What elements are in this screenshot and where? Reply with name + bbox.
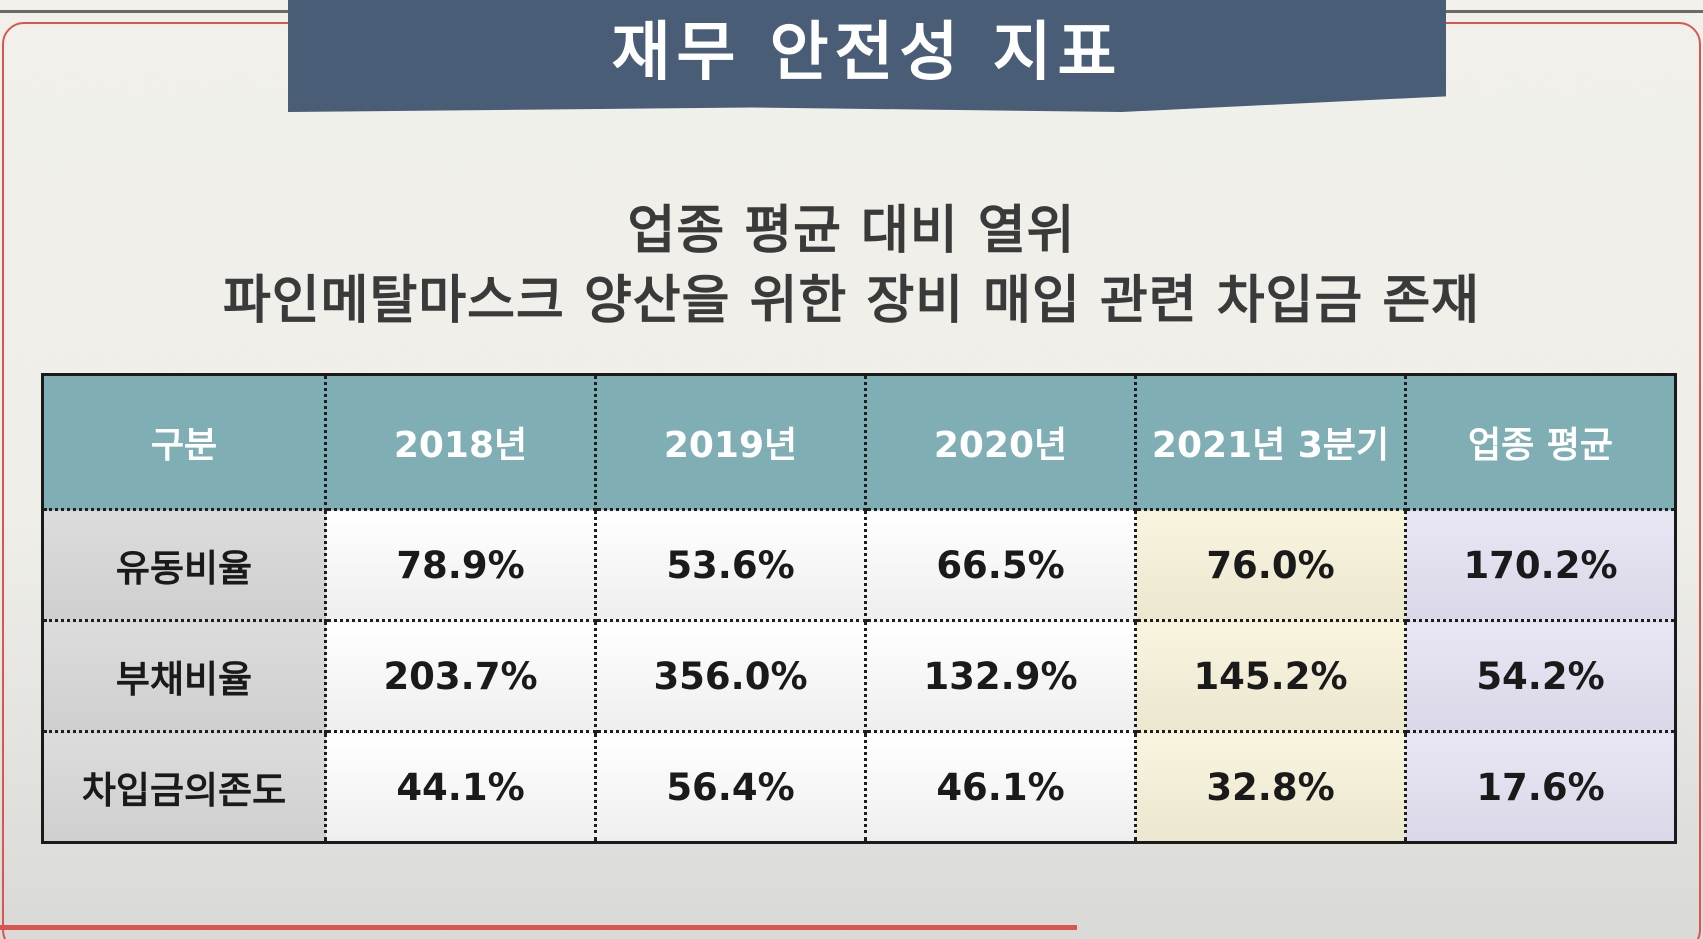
table-cell: 356.0%: [594, 619, 867, 733]
table-cell: 46.1%: [864, 730, 1137, 844]
subtitle-line-1: 업종 평균 대비 열위: [627, 201, 1076, 261]
table-cell-average: 170.2%: [1404, 508, 1677, 622]
table-cell-average: 54.2%: [1404, 619, 1677, 733]
header-2018: 2018년: [324, 373, 597, 511]
table-cell: 56.4%: [594, 730, 867, 844]
table-cell-q3: 32.8%: [1134, 730, 1407, 844]
table-cell: 53.6%: [594, 508, 867, 622]
table-cell: 44.1%: [324, 730, 597, 844]
page-title: 재무 안전성 지표: [611, 16, 1123, 90]
row-label: 부채비율: [41, 619, 327, 733]
subtitle-line-2: 파인메탈마스크 양산을 위한 장비 매입 관련 차입금 존재: [222, 271, 1481, 331]
row-label: 차입금의존도: [41, 730, 327, 844]
table-header-row: 구분 2018년 2019년 2020년 2021년 3분기 업종 평균: [41, 373, 1677, 511]
table-cell: 78.9%: [324, 508, 597, 622]
table-row-borrowing-dependency: 차입금의존도 44.1% 56.4% 46.1% 32.8% 17.6%: [41, 730, 1677, 844]
table-cell: 132.9%: [864, 619, 1137, 733]
table-cell-q3: 76.0%: [1134, 508, 1407, 622]
table-cell-q3: 145.2%: [1134, 619, 1407, 733]
table-cell-average: 17.6%: [1404, 730, 1677, 844]
header-2019: 2019년: [594, 373, 867, 511]
table-row-debt-ratio: 부채비율 203.7% 356.0% 132.9% 145.2% 54.2%: [41, 619, 1677, 733]
header-2021-q3: 2021년 3분기: [1134, 373, 1407, 511]
header-2020: 2020년: [864, 373, 1137, 511]
row-label: 유동비율: [41, 508, 327, 622]
table-cell: 66.5%: [864, 508, 1137, 622]
progress-bar: [0, 925, 1077, 930]
header-category: 구분: [41, 373, 327, 511]
table-row-current-ratio: 유동비율 78.9% 53.6% 66.5% 76.0% 170.2%: [41, 508, 1677, 622]
financial-stability-table: 구분 2018년 2019년 2020년 2021년 3분기 업종 평균 유동비…: [41, 373, 1677, 844]
header-industry-average: 업종 평균: [1404, 373, 1677, 511]
title-banner: 재무 안전성 지표: [288, 0, 1446, 112]
table-cell: 203.7%: [324, 619, 597, 733]
